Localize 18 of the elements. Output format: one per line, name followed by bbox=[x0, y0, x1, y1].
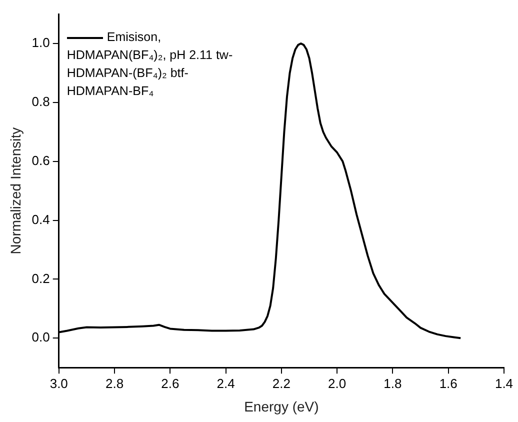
y-tick-label: 0.2 bbox=[32, 270, 50, 286]
x-tick-label: 1.6 bbox=[439, 376, 458, 391]
y-tick-label: 0.4 bbox=[32, 212, 50, 227]
x-tick-label: 2.4 bbox=[216, 376, 235, 391]
x-axis-title: Energy (eV) bbox=[244, 398, 319, 414]
y-tick-label: 1.0 bbox=[32, 35, 50, 50]
x-tick-label: 2.8 bbox=[105, 376, 124, 391]
x-tick-label: 2.0 bbox=[328, 376, 346, 391]
x-tick-label: 2.6 bbox=[161, 376, 180, 391]
y-tick-label: 0.0 bbox=[32, 330, 50, 345]
y-tick-label: 0.8 bbox=[32, 94, 50, 109]
x-tick-label: 2.2 bbox=[272, 376, 290, 391]
x-tick-label: 1.8 bbox=[384, 376, 402, 391]
y-tick-label: 0.6 bbox=[32, 152, 50, 168]
x-tick-label: 1.4 bbox=[494, 376, 514, 391]
legend-label: Emisison, HDMAPAN(BF₄)₂, pH 2.11 tw-HDMAPAN-(BF₄)₂ btf-HDMAPAN-BF₄ bbox=[66, 29, 234, 100]
y-axis-title: Normalized Intensity bbox=[7, 127, 24, 254]
x-tick-label: 3.0 bbox=[50, 376, 68, 391]
